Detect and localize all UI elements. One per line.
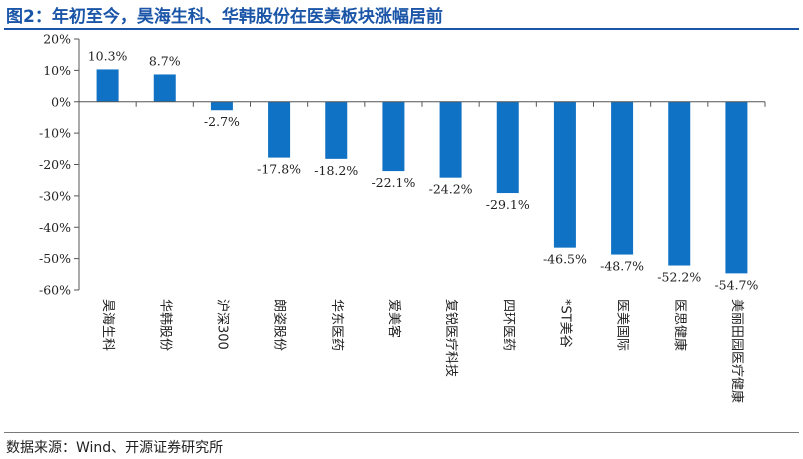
bar: [96, 69, 119, 102]
y-tick-label: -10%: [39, 126, 71, 141]
bar: [268, 101, 291, 158]
data-label: -17.8%: [257, 162, 301, 177]
data-label: -54.7%: [714, 277, 758, 292]
bar: [382, 101, 405, 172]
category-label: *ST美谷: [557, 299, 572, 348]
y-tick-label: -30%: [39, 188, 71, 203]
title-rule: [4, 28, 799, 30]
data-label: 10.3%: [88, 48, 128, 63]
bar: [611, 101, 634, 255]
x-axis: 昊海生科 华韩股份 沪深300 朗姿股份 华东医药 爱美客 复锐医疗科技 四环医药 *ST美谷 医…: [78, 101, 766, 403]
bar: [725, 101, 748, 274]
figure-title: 图2：年初至今，昊海生科、华韩股份在医美板块涨幅居前: [6, 7, 443, 27]
y-tick-label: 0%: [51, 94, 71, 109]
data-label: -29.1%: [486, 197, 530, 212]
category-label: 华东医药: [329, 299, 344, 351]
data-label: -52.2%: [657, 270, 701, 285]
category-label: 医美国际: [615, 299, 630, 351]
y-axis: 20% 10% 0% -10% -20% -30% -40% -50% -60%: [39, 32, 80, 298]
bar: [325, 101, 348, 159]
data-label: -24.2%: [429, 182, 473, 197]
bottom-rule: [4, 432, 799, 433]
bar: [668, 101, 691, 266]
data-label: -48.7%: [600, 259, 644, 274]
y-tick-label: 20%: [43, 32, 71, 47]
bar: [153, 74, 176, 102]
category-label: 医思健康: [672, 299, 688, 351]
category-label: 沪深300: [214, 299, 230, 350]
category-label: 爱美客: [386, 299, 402, 338]
y-tick-label: -60%: [39, 283, 71, 298]
data-label: -2.7%: [204, 114, 240, 129]
category-label: 四环医药: [500, 299, 515, 351]
data-label: -46.5%: [543, 252, 587, 267]
bars: 10.3% 8.7% -2.7% -17.8% -18.2% -22.1% -24.2% -2…: [88, 48, 759, 292]
bar: [553, 101, 576, 248]
bar: [496, 101, 519, 194]
category-label: 美丽田园医疗健康: [729, 299, 745, 403]
data-label: 8.7%: [149, 53, 181, 68]
y-tick-label: -50%: [39, 251, 71, 266]
bar: [210, 101, 233, 111]
category-label: 朗姿股份: [272, 299, 288, 351]
data-label: -22.1%: [371, 175, 415, 190]
category-label: 昊海生科: [100, 299, 115, 351]
category-label: 华韩股份: [157, 299, 172, 351]
source-note: 数据来源：Wind、开源证券研究所: [6, 440, 224, 456]
y-tick-label: -40%: [39, 220, 71, 235]
category-label: 复锐医疗科技: [443, 299, 458, 377]
bar: [439, 101, 462, 178]
y-tick-label: 10%: [43, 63, 71, 78]
y-tick-label: -20%: [39, 157, 71, 172]
data-label: -18.2%: [314, 163, 358, 178]
